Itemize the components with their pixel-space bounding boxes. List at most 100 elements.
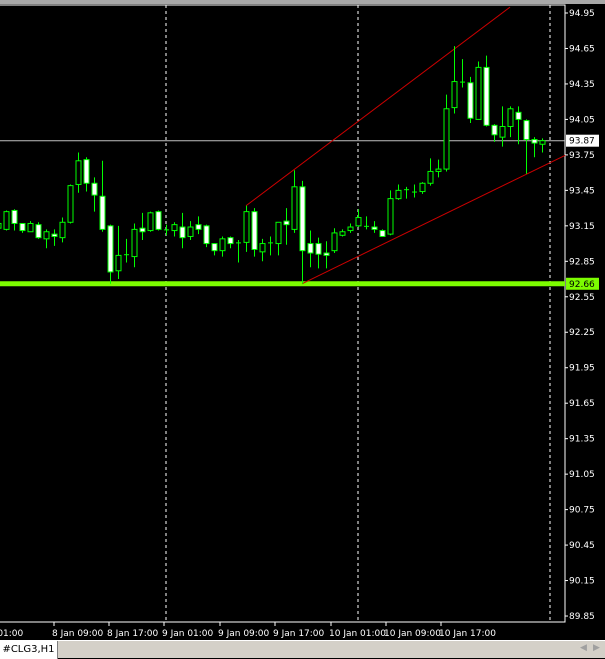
candle-bull	[427, 170, 434, 184]
candle-bull	[499, 126, 506, 138]
time-label: 9 Jan 01:00	[162, 629, 214, 639]
candle-bear	[307, 243, 314, 254]
candle-bear	[91, 182, 98, 196]
price-label: 94.35	[569, 80, 595, 90]
candle-bull	[539, 140, 546, 145]
trendlines	[245, 6, 567, 285]
tab-clg3-h1[interactable]: #CLG3,H1	[0, 641, 58, 659]
candle-bull	[355, 217, 362, 227]
price-axis: 94.95 94.65 94.35 94.05 93.75 93.45 93.15 92.85…	[565, 9, 599, 622]
candle-bear	[107, 225, 114, 273]
current-price-badge-label: 93.87	[569, 137, 595, 147]
price-label: 91.35	[569, 435, 595, 445]
price-label: 92.25	[569, 328, 595, 338]
candle-bear	[83, 159, 90, 184]
candle-bear	[299, 186, 306, 252]
candle-bear	[155, 211, 162, 230]
candle-bull	[339, 231, 346, 236]
price-label: 93.15	[569, 222, 595, 232]
time-label: 9 Jan 09:00	[218, 629, 270, 639]
candle-bull	[115, 254, 122, 272]
candle-bear	[139, 227, 146, 233]
candle-bull	[475, 66, 482, 120]
candle-bull	[243, 211, 250, 243]
candle-bear	[531, 139, 538, 144]
candle-bull	[43, 231, 50, 240]
candle-bear	[99, 195, 106, 230]
candle-bull	[419, 182, 426, 193]
candle-bull	[0, 222, 2, 229]
candle-bull	[275, 221, 282, 245]
window-top-bar	[0, 0, 605, 4]
candle-bear	[323, 252, 330, 256]
candle-bull	[347, 226, 354, 232]
trendline	[301, 154, 567, 285]
support-price-badge	[566, 277, 599, 290]
candle-bull	[75, 160, 82, 185]
candle-bull	[131, 228, 138, 258]
candle-bear	[51, 233, 58, 237]
price-label: 93.75	[569, 151, 595, 161]
candle-bull	[507, 108, 514, 128]
candle-bull	[435, 168, 442, 172]
price-label: 92.55	[569, 293, 595, 303]
chart-frame	[0, 4, 566, 623]
support-price-badge-label: 92.66	[569, 280, 595, 290]
price-label: 94.05	[569, 115, 595, 125]
candle-bear	[379, 230, 386, 237]
candle-bear	[35, 224, 42, 239]
candle-bear	[211, 243, 218, 252]
day-separators	[165, 5, 551, 622]
candle-bear	[179, 226, 186, 239]
price-label: 89.85	[569, 612, 595, 622]
candle-bull	[443, 108, 450, 170]
price-label: 94.65	[569, 44, 595, 54]
candle-bear	[11, 209, 18, 224]
time-label: 8 Jan 01:00	[0, 629, 24, 639]
time-label: 10 Jan 17:00	[439, 629, 496, 639]
candle-bear	[483, 66, 490, 126]
candle-bull	[27, 222, 34, 233]
price-label: 91.95	[569, 364, 595, 374]
scroll-right-icon[interactable]: ▶	[593, 643, 600, 653]
candle-bull	[451, 81, 458, 109]
candlestick-chart[interactable]: 94.95 94.65 94.35 94.05 93.75 93.45 93.15 92.85…	[0, 0, 605, 640]
candle-bear	[203, 225, 210, 245]
candles	[0, 46, 546, 284]
candle-bear	[523, 120, 530, 141]
candle-bear	[283, 220, 290, 226]
candle-bear	[467, 82, 474, 119]
candle-bull	[147, 212, 154, 232]
candle-bull	[387, 198, 394, 235]
candle-bull	[171, 224, 178, 232]
price-label: 90.75	[569, 506, 595, 516]
time-label: 10 Jan 09:00	[384, 629, 441, 639]
time-label: 8 Jan 09:00	[52, 629, 104, 639]
candle-bear	[371, 226, 378, 230]
time-label: 8 Jan 17:00	[107, 629, 159, 639]
candle-bear	[315, 243, 322, 255]
candle-bull	[3, 211, 10, 230]
candle-bull	[395, 189, 402, 200]
candle-bull	[187, 226, 194, 237]
candle-bear	[251, 211, 258, 250]
price-label: 93.45	[569, 186, 595, 196]
time-label: 9 Jan 17:00	[273, 629, 325, 639]
candle-bear	[195, 224, 202, 230]
candle-bull	[291, 186, 298, 230]
time-axis: 8 Jan 01:008 Jan 09:008 Jan 17:009 Jan 0…	[0, 622, 496, 639]
candle-bull	[67, 185, 74, 223]
current-price-badge	[566, 134, 599, 147]
candle-bull	[331, 232, 338, 252]
price-label: 92.85	[569, 257, 595, 267]
scroll-left-icon[interactable]: ◀	[580, 643, 587, 653]
candle-bear	[227, 237, 234, 245]
price-label: 90.15	[569, 577, 595, 587]
candle-bull	[59, 221, 66, 239]
chart-tab-bar: #CLG3,H1 ◀ ▶	[0, 640, 605, 659]
candle-bull	[259, 243, 266, 253]
price-label: 90.45	[569, 541, 595, 551]
time-label: 10 Jan 01:00	[329, 629, 386, 639]
trendline	[245, 6, 511, 207]
price-label: 91.05	[569, 470, 595, 480]
